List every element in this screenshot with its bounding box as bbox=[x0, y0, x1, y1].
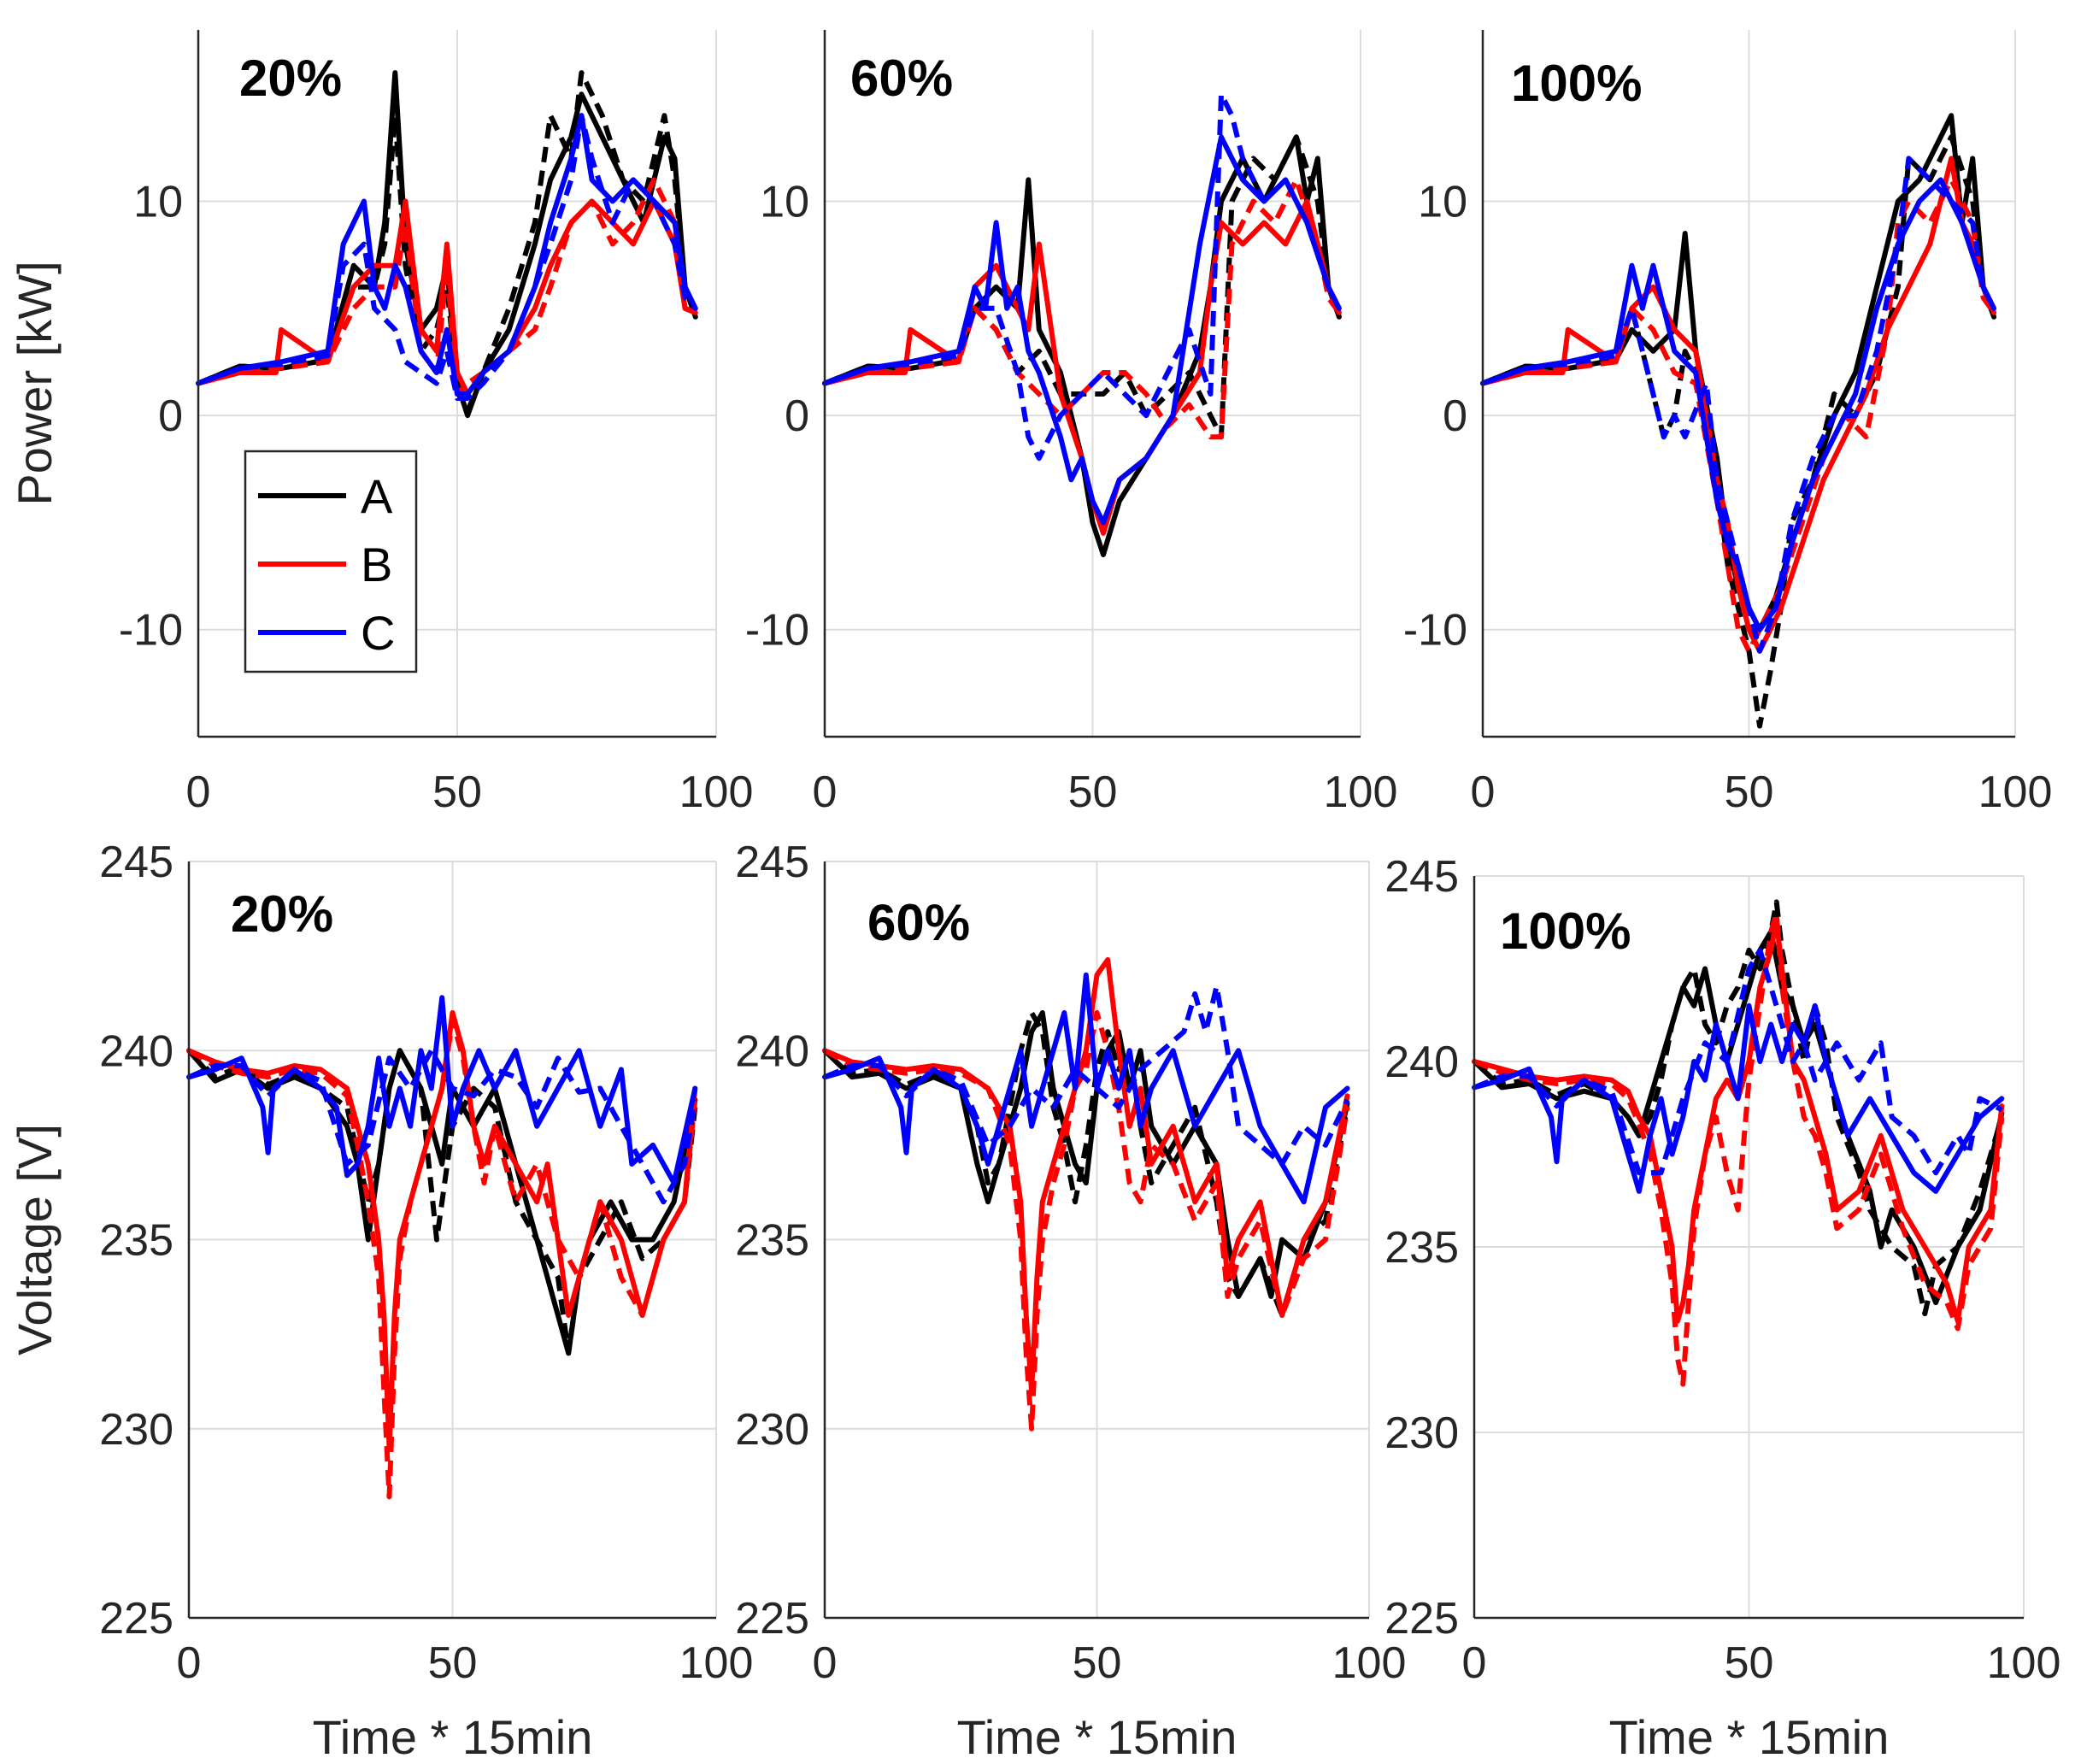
x-tick-label: 100 bbox=[1978, 767, 2053, 817]
x-tick-label: 0 bbox=[813, 1638, 838, 1688]
y-tick-label: 225 bbox=[1384, 1594, 1459, 1643]
series-line-b-dashed bbox=[823, 1010, 1350, 1432]
series-line-c bbox=[196, 113, 698, 397]
x-tick-label: 0 bbox=[813, 767, 838, 817]
series-line-c-dashed bbox=[823, 984, 1350, 1167]
y-tick-label: 240 bbox=[735, 1026, 809, 1076]
series-line-b-dashed bbox=[1482, 177, 1996, 654]
panel-title: 20% bbox=[231, 885, 333, 943]
series-line-a-dashed bbox=[823, 134, 1342, 440]
panel-title: 20% bbox=[239, 50, 342, 107]
panel-title: 100% bbox=[1500, 903, 1631, 960]
y-tick-label: 245 bbox=[99, 838, 173, 887]
y-tick-label: 235 bbox=[1384, 1223, 1459, 1273]
x-tick-label: 100 bbox=[1324, 767, 1398, 817]
x-axis-label: Time * 15min bbox=[313, 1710, 593, 1764]
x-tick-label: 100 bbox=[679, 767, 754, 817]
legend-label: C bbox=[361, 606, 395, 660]
legend-label: A bbox=[361, 469, 393, 523]
y-tick-label: 225 bbox=[99, 1594, 173, 1643]
x-axis-label: Time * 15min bbox=[1609, 1710, 1890, 1764]
legend-label: B bbox=[361, 538, 392, 591]
y-tick-label: 240 bbox=[99, 1026, 173, 1076]
y-tick-label: 10 bbox=[760, 177, 809, 226]
y-tick-label: 240 bbox=[1384, 1038, 1459, 1087]
series-line-c-dashed bbox=[824, 91, 1342, 462]
y-tick-label: 225 bbox=[735, 1594, 809, 1643]
y-tick-label: -10 bbox=[119, 606, 183, 656]
voltage-panel-60: 0 50 100 225 230 235 240 245 60% Time * 15min bbox=[735, 838, 1406, 1764]
series-line-a-dashed bbox=[1473, 899, 2005, 1317]
x-tick-label: 0 bbox=[177, 1638, 202, 1688]
series-line-c bbox=[186, 995, 698, 1186]
panel-title: 60% bbox=[867, 894, 970, 951]
panel-title: 60% bbox=[850, 50, 953, 107]
legend: ABC bbox=[244, 450, 418, 673]
y-tick-label: 230 bbox=[735, 1405, 809, 1455]
voltage-panel-100: 0 50 100 225 230 235 240 245 100% Time * 15min bbox=[1384, 852, 2060, 1764]
series-line-b-dashed bbox=[1473, 910, 2005, 1387]
series-line-c-dashed bbox=[187, 1048, 698, 1205]
x-tick-label: 100 bbox=[1987, 1638, 2061, 1688]
y-tick-label: 0 bbox=[1443, 391, 1467, 441]
panel-title: 100% bbox=[1511, 55, 1642, 112]
x-tick-label: 100 bbox=[1332, 1638, 1407, 1688]
x-tick-label: 0 bbox=[1471, 767, 1496, 817]
series-line-a-dashed bbox=[197, 70, 698, 415]
y-tick-label: 245 bbox=[1384, 852, 1459, 902]
power-panel-20: 0 50 100 -10 0 10 20% Power [kW] bbox=[8, 30, 753, 817]
y-axis-label: Power [kW] bbox=[8, 261, 62, 505]
series-line-a bbox=[196, 70, 698, 419]
series-line-c-dashed bbox=[1482, 156, 1996, 654]
power-panel-60: 0 50 100 -10 0 10 60% bbox=[745, 30, 1398, 817]
x-tick-label: 100 bbox=[679, 1638, 754, 1688]
series-line-c-dashed bbox=[197, 113, 697, 401]
series-line-c bbox=[822, 134, 1342, 526]
series-line-b bbox=[1472, 918, 2005, 1324]
y-tick-label: -10 bbox=[1403, 606, 1467, 656]
power-panel-100: 0 50 100 -10 0 10 100% bbox=[1403, 30, 2053, 817]
y-tick-label: 245 bbox=[735, 838, 809, 887]
series-line-b-dashed bbox=[197, 177, 697, 397]
x-tick-label: 50 bbox=[1725, 1638, 1774, 1688]
y-tick-label: -10 bbox=[745, 606, 809, 656]
x-tick-label: 0 bbox=[186, 767, 211, 817]
y-tick-label: 230 bbox=[99, 1405, 173, 1455]
series-line-c-dashed bbox=[1473, 947, 2003, 1176]
x-tick-label: 50 bbox=[1073, 1638, 1122, 1688]
y-tick-label: 0 bbox=[785, 391, 809, 441]
x-tick-label: 50 bbox=[432, 767, 482, 817]
y-axis-label: Voltage [V] bbox=[8, 1124, 62, 1355]
y-tick-label: 235 bbox=[735, 1216, 809, 1266]
y-tick-label: 0 bbox=[158, 391, 183, 441]
voltage-panel-20: 0 50 100 225 230 235 240 245 20% Voltage [V] Time … bbox=[8, 838, 753, 1764]
x-tick-label: 50 bbox=[1725, 767, 1774, 817]
x-axis-label: Time * 15min bbox=[957, 1710, 1237, 1764]
y-tick-label: 10 bbox=[1418, 177, 1467, 226]
x-tick-label: 50 bbox=[428, 1638, 478, 1688]
y-tick-label: 10 bbox=[133, 177, 183, 226]
series-line-b-dashed bbox=[187, 1017, 698, 1500]
y-tick-label: 230 bbox=[1384, 1408, 1459, 1458]
x-tick-label: 0 bbox=[1462, 1638, 1487, 1688]
y-tick-label: 235 bbox=[99, 1216, 173, 1266]
x-tick-label: 50 bbox=[1068, 767, 1118, 817]
